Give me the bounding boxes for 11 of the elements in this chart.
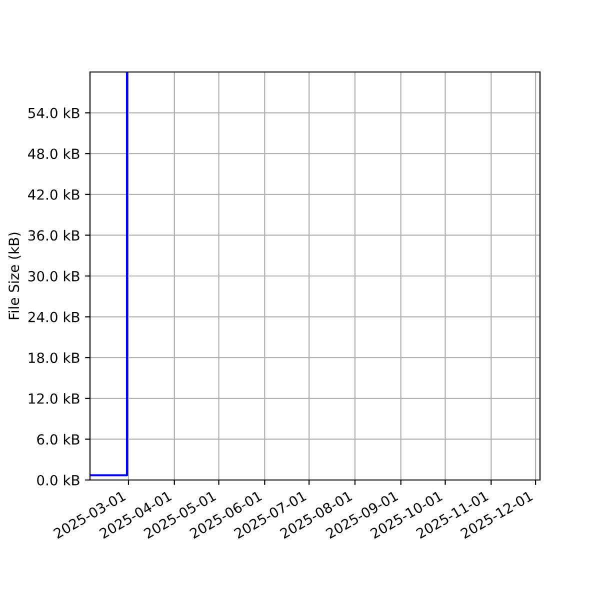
y-tick-label: 42.0 kB	[28, 189, 80, 200]
y-tick-label: 54.0 kB	[28, 108, 80, 118]
y-tick-label: 12.0 kB	[28, 393, 80, 404]
y-tick-label: 48.0 kB	[28, 148, 80, 160]
y-tick-label: 36.0 kB	[28, 230, 80, 241]
y-tick-label: 30.0 kB	[28, 270, 80, 282]
y-tick-label: 24.0 kB	[28, 312, 80, 322]
y-tick-label: 0.0 kB	[37, 474, 80, 486]
y-tick-label: 6.0 kB	[37, 434, 80, 445]
y-axis-title: File Size (kB)	[8, 232, 21, 320]
y-tick-label: 18.0 kB	[28, 352, 80, 364]
